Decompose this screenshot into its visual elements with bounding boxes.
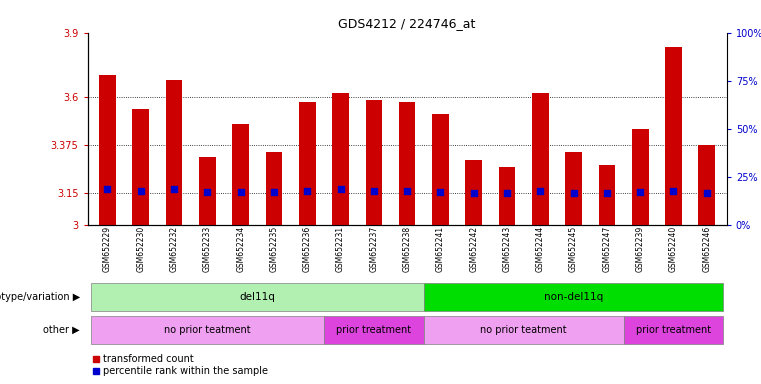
Point: [301, 187, 314, 194]
Bar: [632, 129, 648, 225]
Bar: [99, 75, 116, 225]
Point: [101, 186, 113, 192]
Bar: [498, 167, 515, 225]
Text: del11q: del11q: [240, 292, 275, 302]
Bar: [432, 114, 449, 225]
Bar: [132, 109, 149, 225]
Text: prior treatment: prior treatment: [636, 325, 711, 335]
Point: [201, 189, 213, 195]
Bar: [424, 283, 724, 311]
Bar: [266, 152, 282, 225]
Bar: [565, 152, 582, 225]
Point: [568, 190, 580, 196]
Text: prior treatment: prior treatment: [336, 325, 412, 335]
Bar: [324, 316, 424, 344]
Bar: [199, 157, 215, 225]
Bar: [91, 283, 424, 311]
Bar: [166, 79, 183, 225]
Title: GDS4212 / 224746_at: GDS4212 / 224746_at: [339, 17, 476, 30]
Point: [368, 187, 380, 194]
Bar: [333, 93, 349, 225]
Point: [601, 190, 613, 196]
Point: [168, 186, 180, 192]
Bar: [623, 316, 724, 344]
Bar: [299, 102, 316, 225]
Bar: [699, 145, 715, 225]
Point: [335, 186, 347, 192]
Point: [701, 190, 713, 196]
Point: [501, 190, 513, 196]
Bar: [665, 46, 682, 225]
Text: no prior teatment: no prior teatment: [480, 325, 567, 335]
Point: [534, 187, 546, 194]
Bar: [232, 124, 249, 225]
Text: other ▶: other ▶: [43, 325, 80, 335]
Bar: [532, 93, 549, 225]
Point: [435, 189, 447, 195]
Legend: transformed count, percentile rank within the sample: transformed count, percentile rank withi…: [92, 354, 268, 376]
Text: genotype/variation ▶: genotype/variation ▶: [0, 292, 80, 302]
Text: no prior teatment: no prior teatment: [164, 325, 250, 335]
Point: [268, 189, 280, 195]
Bar: [599, 165, 615, 225]
Point: [135, 187, 147, 194]
Point: [401, 187, 413, 194]
Point: [667, 187, 680, 194]
Bar: [399, 102, 416, 225]
Bar: [466, 160, 482, 225]
Bar: [91, 316, 324, 344]
Point: [634, 189, 646, 195]
Text: non-del11q: non-del11q: [544, 292, 603, 302]
Bar: [424, 316, 623, 344]
Bar: [365, 100, 382, 225]
Point: [468, 190, 480, 196]
Point: [234, 189, 247, 195]
